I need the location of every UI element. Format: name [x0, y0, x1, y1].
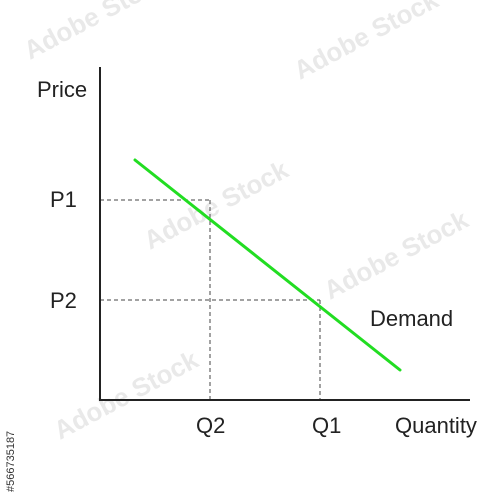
y-axis-label: Price [37, 77, 87, 102]
watermark-text: Adobe Stock [49, 344, 204, 445]
tick-label-q2: Q2 [196, 413, 225, 438]
watermark-layer: Adobe Stock Adobe Stock Adobe Stock Adob… [19, 0, 474, 445]
tick-label-p2: P2 [50, 288, 77, 313]
demand-series-label: Demand [370, 306, 453, 331]
tick-label-q1: Q1 [312, 413, 341, 438]
watermark-text: Adobe Stock [289, 0, 444, 85]
x-axis-label: Quantity [395, 413, 477, 438]
stock-id-text: #566735187 [5, 431, 17, 492]
watermark-text: Adobe Stock [19, 0, 174, 65]
watermark-text: Adobe Stock [139, 154, 294, 255]
guide-lines [100, 199, 321, 400]
watermark-text: Adobe Stock [319, 204, 474, 305]
tick-label-p1: P1 [50, 187, 77, 212]
demand-line [133, 158, 402, 372]
